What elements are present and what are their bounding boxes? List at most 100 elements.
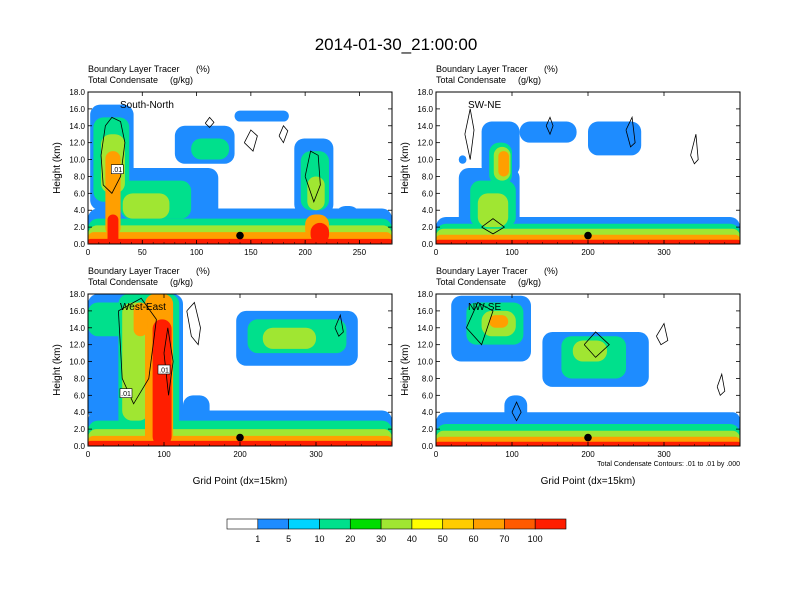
colorbar-swatch [380,518,413,530]
tracer-region-level-5 [122,193,170,219]
condensate-contour [466,301,494,346]
y-tick-label: 14.0 [69,324,85,333]
condensate-contour [278,125,289,144]
colorbar-label: 100 [528,534,543,544]
left-string-tracer: Boundary Layer Tracer [436,266,528,276]
colorbar-label: 70 [499,534,509,544]
condensate-contour [716,372,726,397]
panel-2: 0 100 200 300 0.0 2.0 4.0 6.0 8.0 10.0 12.0 14.0 16.… [400,64,741,257]
y-axis-label: Height (km) [400,142,411,194]
x-tick-label: 200 [581,248,595,257]
x-axis-label: Grid Point (dx=15km) [193,476,288,487]
y-tick-label: 8.0 [422,374,434,383]
tracer-region-level-5 [307,176,325,211]
y-axis-label: Height (km) [52,142,63,194]
y-tick-label: 12.0 [69,139,85,148]
y-tick-label: 0.0 [74,240,86,249]
tracer-region-level-10 [310,222,330,244]
tracer-region-level-8 [489,315,509,328]
figure-title: 2014-01-30_21:00:00 [315,35,478,54]
y-tick-label: 12.0 [417,341,433,350]
tracer-region-level-3 [191,138,230,160]
condensate-contours [100,116,321,203]
colorbar-label: 40 [407,534,417,544]
y-tick-label: 14.0 [417,324,433,333]
colorbar-label: 10 [314,534,324,544]
colorbar-swatch [411,518,444,530]
x-tick-label: 50 [138,248,147,257]
tracer-region-level-10 [107,214,119,244]
y-tick-label: 4.0 [74,408,86,417]
right-string-tracer-units: (%) [196,64,210,74]
colorbar-swatch [442,518,474,530]
y-tick-label: 6.0 [422,189,434,198]
condensate-contours [118,297,344,405]
contour-label: .01 [112,167,122,174]
panel-1: .01 0 50 100 150 200 250 0.0 2.0 4.0 6.0 8.0 10.0 12.… [52,64,393,257]
condensate-contours [466,301,726,422]
y-tick-label: 8.0 [422,172,434,181]
x-axis-label: Grid Point (dx=15km) [541,476,636,487]
colorbar: 1 5 10 20 30 40 50 60 70 100 [226,518,567,544]
y-tick-label: 6.0 [422,391,434,400]
location-marker [584,231,592,240]
tracer-fill-group [436,121,740,244]
y-axis-label: Height (km) [52,344,63,396]
right-string-condensate-units: (g/kg) [518,75,541,85]
colorbar-label: 30 [376,534,386,544]
contour-label: .01 [159,368,169,375]
tracer-fill-group [88,104,392,244]
x-tick-label: 300 [657,248,671,257]
condensate-contour [204,116,215,129]
right-string-condensate-units: (g/kg) [518,277,541,287]
left-string-condensate: Total Condensate [88,75,158,85]
condensate-contour [464,108,475,160]
panel-label: West-East [120,302,166,313]
condensate-contour [118,297,157,405]
tracer-region-level-10 [152,319,172,446]
condensate-contour [656,322,669,346]
panel-label: NW-SE [468,302,501,313]
left-string-tracer: Boundary Layer Tracer [88,64,180,74]
tracer-region-level-1 [458,155,467,164]
condensate-contour [100,116,126,194]
right-string-condensate-units: (g/kg) [170,75,193,85]
condensate-contour [690,134,699,165]
y-tick-label: 8.0 [74,374,86,383]
y-tick-label: 16.0 [69,105,85,114]
y-tick-label: 16.0 [417,307,433,316]
tracer-region-level-1 [519,121,577,143]
tracer-region-level-5 [477,193,509,228]
left-string-condensate: Total Condensate [88,277,158,287]
x-tick-label: 100 [505,450,519,459]
condensate-contour [163,327,174,396]
x-tick-label: 250 [353,248,367,257]
panel-4: 0 100 200 300 0.0 2.0 4.0 6.0 8.0 10.0 12.0 14.0 16.… [400,266,741,487]
x-tick-label: 0 [434,450,439,459]
location-marker [236,231,244,240]
y-tick-label: 12.0 [69,341,85,350]
y-tick-label: 14.0 [417,122,433,131]
colorbar-swatch [288,518,320,530]
colorbar-swatch [534,518,567,530]
y-tick-label: 6.0 [74,391,86,400]
y-tick-label: 0.0 [74,442,86,451]
right-string-tracer-units: (%) [196,266,210,276]
tracer-region-level-1 [588,121,642,156]
colorbar-label: 1 [255,534,260,544]
y-tick-label: 18.0 [417,88,433,97]
colorbar-label: 50 [438,534,448,544]
colorbar-label: 60 [469,534,479,544]
condensate-contours [464,108,699,235]
y-tick-label: 16.0 [417,105,433,114]
y-tick-label: 0.0 [422,442,434,451]
y-tick-label: 10.0 [417,156,433,165]
condensate-contour [481,218,506,235]
y-tick-label: 4.0 [74,206,86,215]
x-tick-label: 300 [657,450,671,459]
colorbar-label: 20 [345,534,355,544]
y-tick-label: 2.0 [74,223,86,232]
x-tick-label: 200 [298,248,312,257]
condensate-contour [243,129,258,152]
x-tick-label: 0 [434,248,439,257]
